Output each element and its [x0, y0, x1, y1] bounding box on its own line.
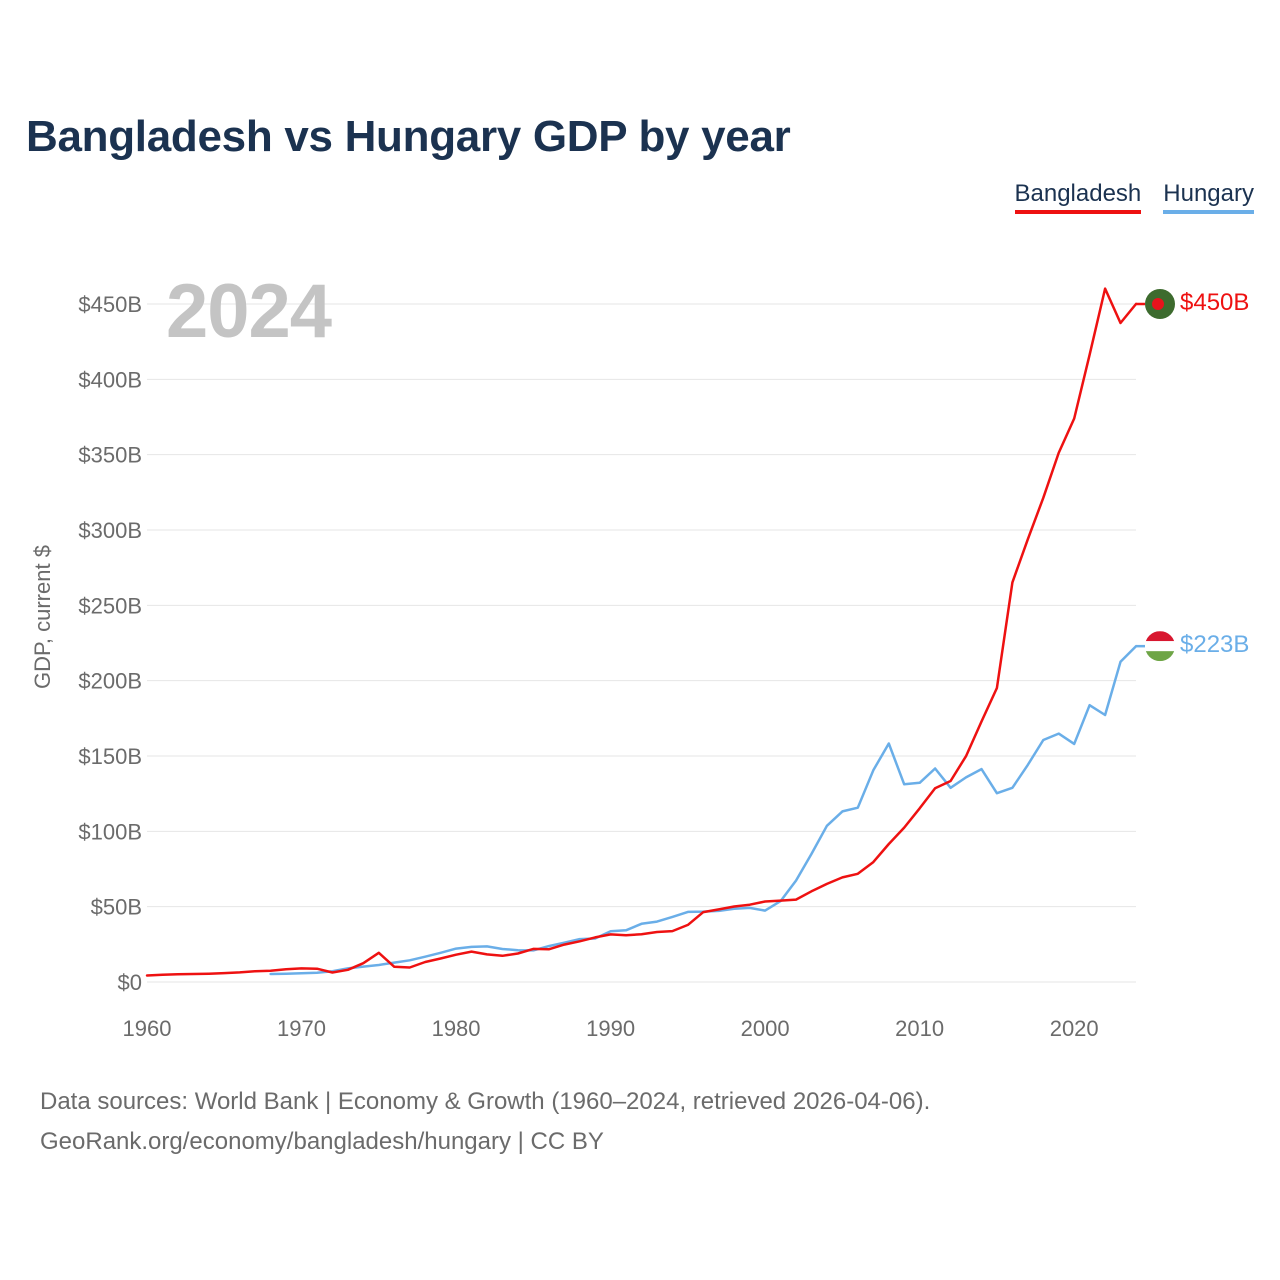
x-tick-label: 2010: [895, 1016, 944, 1041]
y-tick-label: $0: [118, 970, 142, 995]
series-line-hungary[interactable]: [269, 644, 1138, 976]
y-tick-label: $50B: [91, 895, 142, 920]
legend: Bangladesh Hungary: [1014, 180, 1254, 214]
x-tick-label: 1980: [432, 1016, 481, 1041]
x-tick-label: 1990: [586, 1016, 635, 1041]
y-tick-label: $200B: [78, 669, 142, 694]
y-axis-title: GDP, current $: [30, 545, 55, 689]
current-year-label: 2024: [166, 269, 332, 354]
y-axis-tick-labels: $0 $50B $100B $150B $200B $250B $300B $350B $400…: [78, 292, 142, 995]
hungary-end-value: $223B: [1180, 631, 1250, 659]
x-tick-label: 2020: [1050, 1016, 1099, 1041]
y-tick-label: $400B: [78, 367, 142, 392]
y-tick-label: $250B: [78, 593, 142, 618]
footer-line-sources: Data sources: World Bank | Economy & Gro…: [40, 1088, 931, 1115]
x-axis-tick-labels: 1960 1970 1980 1990 2000 2010 2020: [123, 1016, 1099, 1041]
y-tick-label: $350B: [78, 443, 142, 468]
hungary-flag-icon: [1145, 631, 1175, 662]
x-tick-label: 2000: [741, 1016, 790, 1041]
grid-lines: [147, 303, 1136, 983]
chart-title: Bangladesh vs Hungary GDP by year: [26, 112, 791, 161]
series-lines: [145, 287, 1145, 977]
y-tick-label: $300B: [78, 518, 142, 543]
x-tick-label: 1960: [123, 1016, 172, 1041]
legend-item-hungary[interactable]: Hungary: [1163, 180, 1254, 214]
x-tick-label: 1970: [277, 1016, 326, 1041]
footer-line-link[interactable]: GeoRank.org/economy/bangladesh/hungary |…: [40, 1128, 604, 1155]
bangladesh-flag-icon: [1145, 289, 1175, 319]
y-tick-label: $100B: [78, 819, 142, 844]
y-tick-label: $450B: [78, 292, 142, 317]
y-tick-label: $150B: [78, 744, 142, 769]
legend-item-bangladesh[interactable]: Bangladesh: [1014, 180, 1142, 214]
series-line-bangladesh[interactable]: [145, 287, 1138, 977]
footer-sources: Data sources: World Bank | Economy & Gro…: [40, 1082, 930, 1162]
bangladesh-end-value: $450B: [1180, 289, 1250, 316]
